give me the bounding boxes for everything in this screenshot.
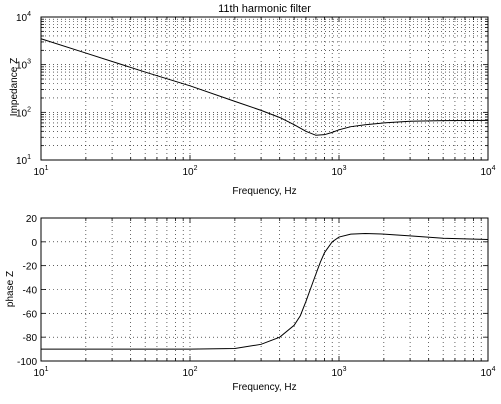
- impedance-grid: [41, 17, 488, 160]
- phase-axes-frame: [40, 217, 489, 362]
- impedance-series: [40, 38, 489, 136]
- impedance-x-tick-label: 104: [480, 165, 495, 178]
- impedance-chart-title: 11th harmonic filter: [218, 3, 311, 15]
- impedance-panel: 11th harmonic filter 101 102 103 1041011021…: [9, 3, 496, 197]
- phase-grid: [41, 218, 488, 361]
- phase-y-tick-label: -80: [23, 333, 38, 344]
- phase-x-tick-label: 101: [33, 366, 48, 379]
- phase-y-tick-label: -20: [23, 262, 38, 273]
- phase-y-tick-label: 20: [26, 214, 38, 225]
- impedance-x-tick-label: 101: [33, 165, 48, 178]
- phase-ticks: [41, 218, 488, 361]
- phase-x-axis-label: Frequency, Hz: [232, 382, 296, 393]
- impedance-y-tick-label: 102: [16, 106, 31, 119]
- phase-panel: 101 102 103 104 20 0 -20 -40 -60 -80 -100 Frequenc…: [5, 214, 496, 393]
- impedance-y-tick-label: 101: [16, 154, 31, 167]
- phase-series: [41, 232, 489, 350]
- phase-x-tick-label: 102: [182, 366, 197, 379]
- impedance-tick-labels: 101 102 103 104 101 102 103 104: [16, 11, 496, 178]
- phase-y-tick-label: -60: [23, 309, 38, 320]
- impedance-x-tick-label: 102: [182, 165, 197, 178]
- phase-y-tick-label: 0: [31, 238, 37, 249]
- impedance-x-axis-label: Frequency, Hz: [232, 186, 296, 197]
- phase-tick-labels: 101 102 103 104 20 0 -20 -40 -60 -80 -100: [17, 214, 496, 379]
- phase-series-line: [41, 232, 489, 350]
- impedance-series-line: [40, 38, 489, 136]
- impedance-y-tick-label: 104: [16, 11, 31, 24]
- impedance-y-tick-label: 103: [16, 59, 31, 72]
- phase-y-axis-label: phase Z: [5, 271, 16, 307]
- phase-y-tick-label: -100: [17, 357, 37, 368]
- impedance-axes-frame: [40, 16, 489, 161]
- phase-y-tick-label: -40: [23, 286, 38, 297]
- impedance-x-tick-label: 103: [331, 165, 346, 178]
- impedance-y-axis-label: Impedance Z: [9, 58, 20, 116]
- impedance-ticks: [41, 17, 488, 160]
- phase-x-tick-label: 103: [331, 366, 346, 379]
- phase-x-tick-label: 104: [480, 366, 495, 379]
